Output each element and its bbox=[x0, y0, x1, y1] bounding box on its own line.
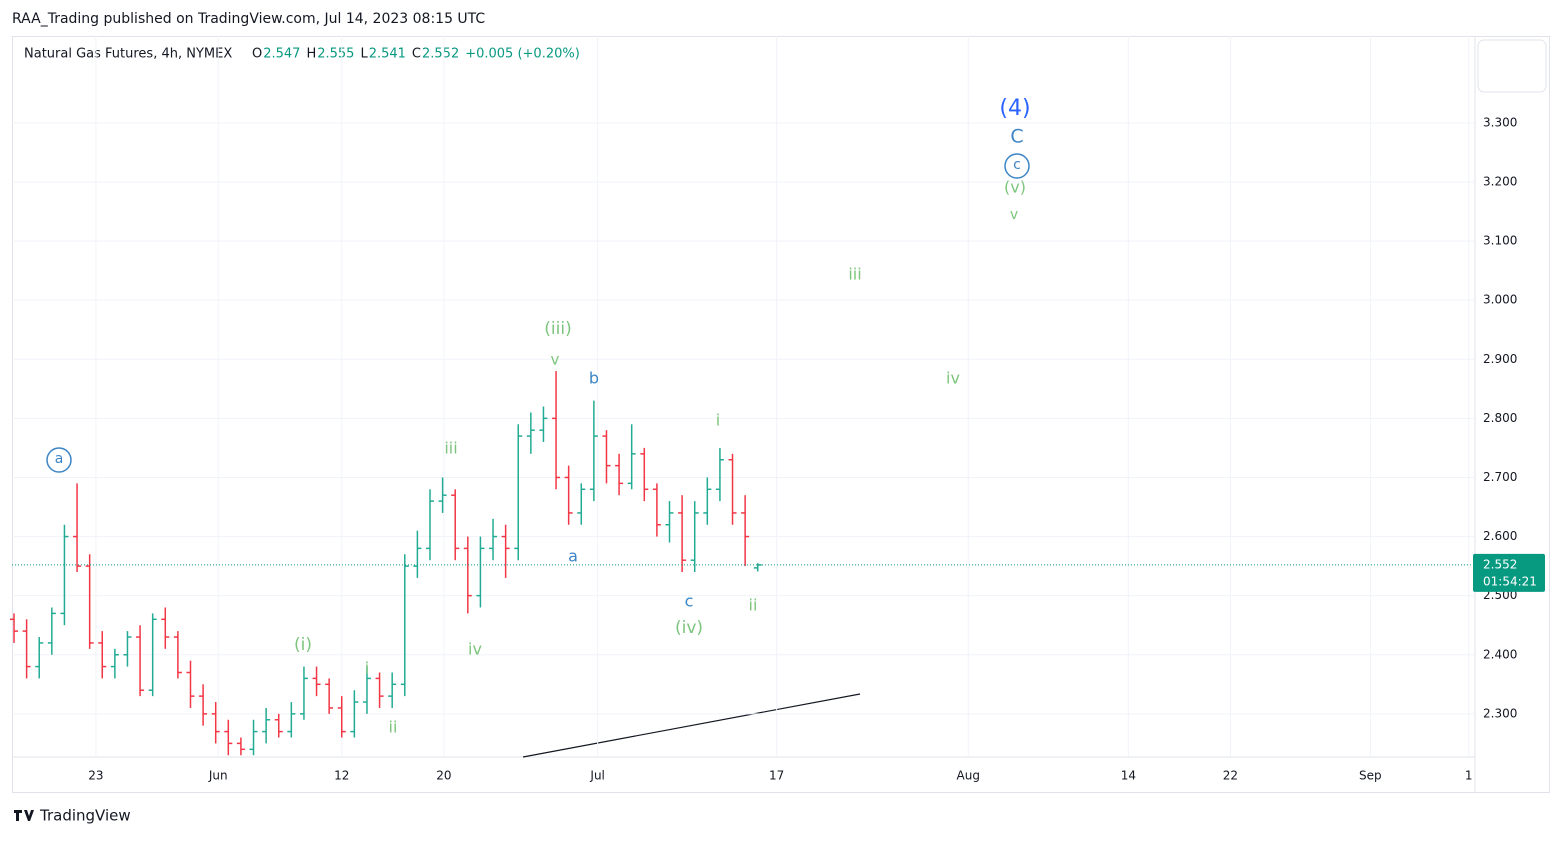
legend-change: +0.005 (+0.20%) bbox=[465, 47, 580, 62]
wave-label: (iii) bbox=[544, 319, 571, 339]
publisher: RAA_Trading published on TradingView.com… bbox=[12, 11, 485, 27]
wave-label: i bbox=[716, 411, 720, 430]
wave-circle bbox=[1004, 153, 1030, 179]
footer: TradingView bbox=[39, 807, 131, 825]
legend-value: 2.552 bbox=[422, 47, 459, 62]
x-tick-label: Jul bbox=[589, 769, 604, 783]
y-tick-label: 2.700 bbox=[1483, 470, 1517, 484]
wave-label: a bbox=[55, 451, 64, 467]
wave-label: (iv) bbox=[675, 618, 703, 638]
y-tick-label: 3.100 bbox=[1483, 234, 1517, 248]
wave-circle bbox=[46, 447, 72, 473]
legend-value: 2.555 bbox=[317, 47, 354, 62]
wave-label: ii bbox=[749, 596, 758, 615]
y-tick-label: 3.300 bbox=[1483, 115, 1517, 129]
y-tick-label: 3.000 bbox=[1483, 293, 1517, 307]
frame bbox=[12, 36, 1550, 793]
wave-label: iv bbox=[946, 369, 960, 388]
legend-key: O bbox=[252, 47, 262, 62]
wave-label: (v) bbox=[1004, 178, 1026, 197]
legend-key: H bbox=[306, 47, 316, 62]
wave-label: a bbox=[568, 547, 578, 566]
x-tick-label: 12 bbox=[334, 769, 349, 783]
countdown: 01:54:21 bbox=[1483, 574, 1537, 588]
wave-label: iv bbox=[468, 640, 482, 659]
y-tick-label: 2.900 bbox=[1483, 352, 1517, 366]
wave-label: (i) bbox=[294, 635, 312, 655]
legend-value: 2.541 bbox=[369, 47, 406, 62]
y-tick-label: 2.600 bbox=[1483, 529, 1517, 543]
x-tick-label: Aug bbox=[957, 769, 980, 783]
trend-line bbox=[522, 693, 861, 758]
wave-label: v bbox=[551, 351, 560, 369]
x-tick-label: Sep bbox=[1359, 769, 1382, 783]
wave-label: iii bbox=[848, 265, 861, 284]
x-tick-label: 22 bbox=[1223, 769, 1238, 783]
price-label: 2.552 bbox=[1483, 557, 1517, 571]
x-tick-label: 20 bbox=[436, 769, 451, 783]
y-tick-label: 2.800 bbox=[1483, 411, 1517, 425]
legend-values: O 2.547 H 2.555 L 2.541 C 2.552 +0.005 (+0.20%) bbox=[252, 47, 580, 62]
wave-label: c bbox=[685, 592, 694, 611]
x-tick-label: 17 bbox=[769, 769, 784, 783]
x-tick-label: Jun bbox=[208, 769, 228, 783]
x-tick-label: 23 bbox=[88, 769, 103, 783]
wave-label: C bbox=[1010, 126, 1023, 148]
legend-key: L bbox=[360, 47, 368, 62]
wave-label: (4) bbox=[999, 96, 1030, 121]
wave-label: b bbox=[589, 369, 599, 388]
y-tick-label: 2.300 bbox=[1483, 706, 1517, 720]
wave-label: c bbox=[1013, 157, 1021, 173]
x-tick-label: 14 bbox=[1121, 769, 1136, 783]
legend-key: C bbox=[412, 47, 421, 62]
legend-value: 2.547 bbox=[263, 47, 300, 62]
wave-label: v bbox=[1010, 207, 1018, 223]
symbol: Natural Gas Futures, 4h, NYMEX bbox=[24, 47, 232, 62]
y-tick-label: 2.400 bbox=[1483, 647, 1517, 661]
wave-label: i bbox=[365, 659, 369, 678]
widget[interactable] bbox=[1477, 39, 1547, 93]
wave-label: ii bbox=[389, 718, 398, 737]
logo bbox=[14, 810, 34, 821]
y-tick-label: 3.200 bbox=[1483, 174, 1517, 188]
price-label-box bbox=[1473, 553, 1545, 592]
wave-label: iii bbox=[444, 439, 457, 458]
x-tick-label: 1 bbox=[1465, 769, 1473, 783]
